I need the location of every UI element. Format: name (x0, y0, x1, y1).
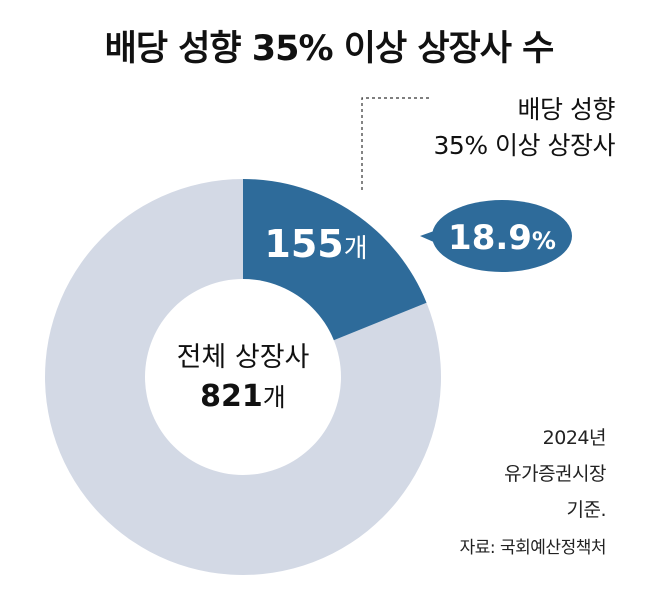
callout-line-2: 35% 이상 상장사 (433, 131, 616, 160)
percent-sign: % (532, 227, 556, 255)
callout-leader-line (361, 97, 430, 190)
slice-value-number: 155 (264, 222, 343, 266)
chart-title: 배당 성향 35% 이상 상장사 수 (104, 29, 555, 69)
slice-value-label: 155개 (264, 222, 367, 266)
callout-line-1: 배당 성향 (517, 95, 616, 124)
percent-value: 18.9 (448, 218, 532, 258)
percent-bubble-body (432, 200, 572, 272)
note-year: 2024년 (542, 427, 607, 449)
center-total-label: 전체 상장사 (177, 342, 310, 373)
center-total-unit: 개 (263, 383, 286, 412)
callout-label: 배당 성향 35% 이상 상장사 (360, 92, 616, 164)
slice-value-unit: 개 (344, 234, 368, 264)
note-basis: 기준. (566, 499, 607, 521)
donut-hole (145, 279, 341, 475)
center-total-number: 821 (200, 379, 263, 414)
note-market: 유가증권시장 (504, 463, 606, 485)
percent-label: 18.9% (448, 218, 556, 258)
note-source: 자료: 국회예산정책처 (459, 538, 607, 558)
center-total-value: 821개 (200, 379, 286, 414)
source-note: 2024년 유가증권시장 기준. 자료: 국회예산정책처 (459, 420, 607, 566)
